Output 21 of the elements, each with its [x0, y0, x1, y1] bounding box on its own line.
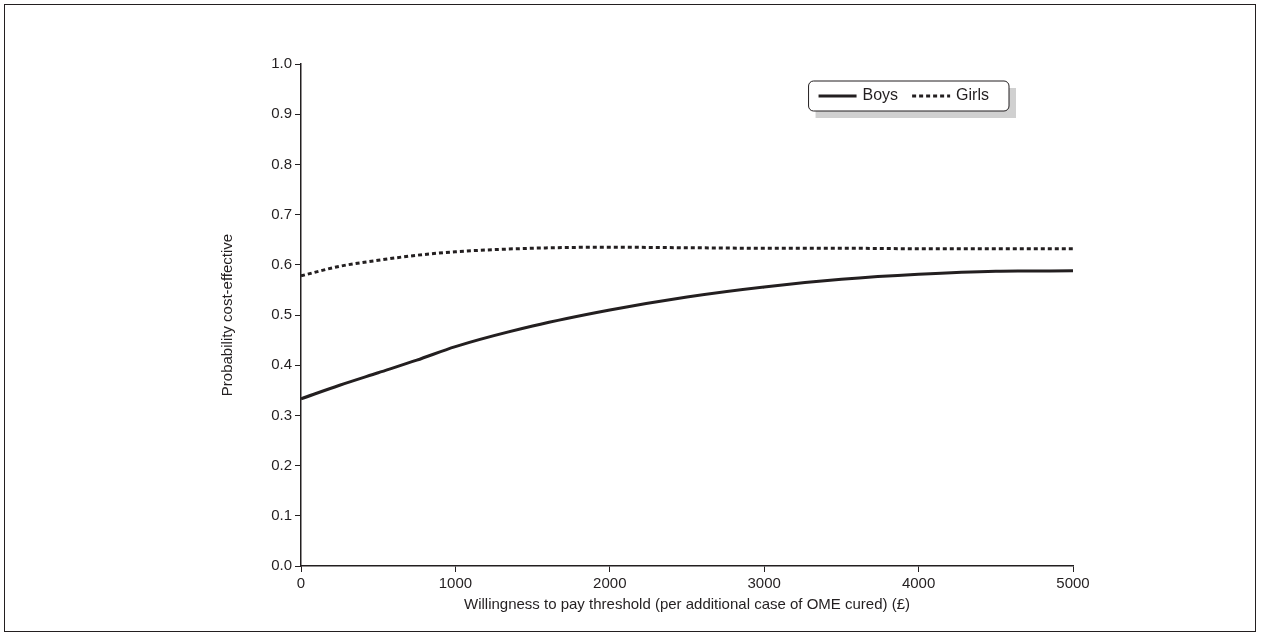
y-tick-label: 1.0	[271, 54, 292, 72]
x-tick-label: 3000	[747, 574, 781, 592]
legend-label: Boys	[862, 86, 899, 104]
legend-label: Girls	[956, 86, 990, 104]
x-tick-label: 2000	[593, 574, 627, 592]
y-tick-label: 0.2	[271, 455, 292, 473]
y-tick-label: 0.3	[271, 405, 292, 423]
x-tick-label: 4000	[901, 574, 936, 592]
x-tick-label: 0	[296, 574, 306, 592]
x-tick-label: 1000	[438, 574, 473, 592]
y-tick-label: 0.8	[271, 154, 292, 172]
x-axis-title: Willingness to pay threshold (per additional case of OME cured) (£)	[463, 595, 911, 613]
y-tick-label: 0.4	[271, 355, 292, 373]
y-tick-label: 0.9	[271, 104, 292, 122]
y-tick-label: 0.1	[271, 505, 292, 523]
x-tick-label: 5000	[1056, 574, 1090, 592]
y-axis-title: Probability cost-effective	[218, 233, 236, 397]
y-tick-label: 0.0	[271, 556, 292, 574]
y-tick-label: 0.6	[271, 254, 292, 272]
y-tick-label: 0.5	[271, 305, 292, 323]
y-tick-label: 0.7	[271, 204, 292, 222]
